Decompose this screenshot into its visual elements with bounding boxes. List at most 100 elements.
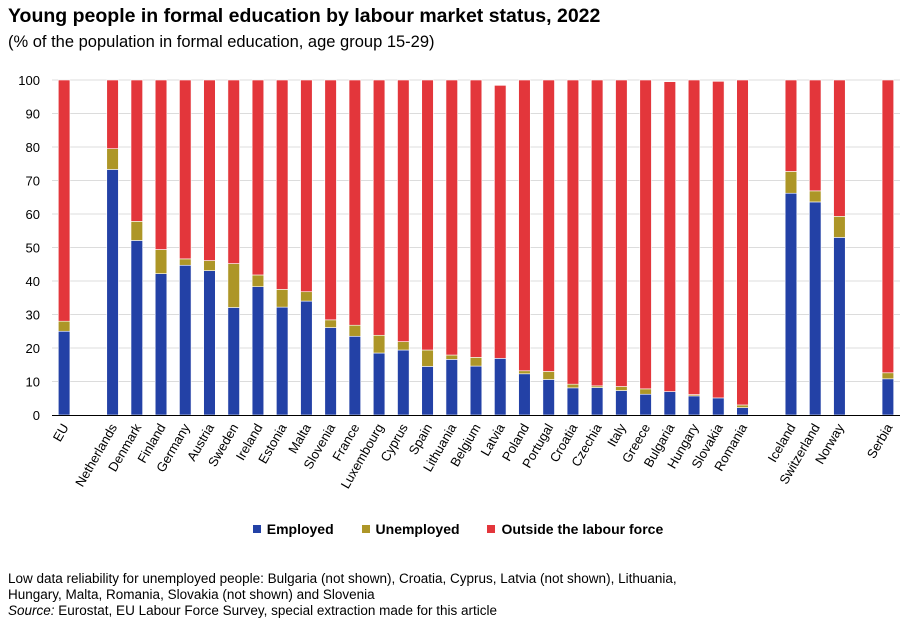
bar-germany-employed [179, 264, 192, 416]
legend-label-employed: Employed [266, 521, 334, 537]
y-tick-label-70: 70 [26, 174, 40, 189]
bar-sweden-outside [227, 79, 240, 264]
y-tick-label-100: 100 [18, 73, 40, 88]
bar-denmark-outside [130, 79, 143, 222]
bar-luxembourg-outside [372, 79, 386, 336]
bar-italy-outside [615, 79, 628, 387]
bar-italy-employed [615, 390, 628, 416]
bar-germany-outside [179, 79, 192, 260]
bar-iceland-employed [784, 192, 798, 416]
bar-cyprus-employed [397, 349, 410, 416]
bar-austria-outside [203, 79, 216, 261]
y-tick-label-30: 30 [26, 308, 40, 323]
legend-item-employed: Employed [252, 521, 334, 537]
bar-latvia-employed [494, 358, 507, 416]
bar-switzerland-outside [809, 79, 822, 192]
reliability-note-line-2: Hungary, Malta, Romania, Slovakia (not s… [8, 587, 375, 602]
bar-france-outside [348, 79, 361, 326]
bar-spain-employed [421, 366, 434, 416]
bar-germany-unemployed [179, 258, 192, 266]
bar-poland-unemployed [518, 370, 531, 375]
bar-estonia-unemployed [276, 289, 289, 308]
bar-malta-outside [300, 79, 313, 293]
bar-norway-unemployed [833, 216, 846, 238]
legend-swatch-employed [252, 525, 261, 533]
bar-ireland-outside [251, 79, 265, 276]
bar-portugal-outside [542, 79, 555, 372]
bar-norway-employed [833, 237, 846, 416]
bar-slovenia-unemployed [324, 319, 337, 328]
reliability-note-line-1: Low data reliability for unemployed peop… [8, 571, 677, 586]
bar-cyprus-outside [397, 79, 410, 342]
bar-malta-employed [300, 300, 313, 416]
bar-finland-employed [154, 273, 168, 416]
bar-serbia-outside [881, 79, 895, 374]
bar-france-employed [348, 335, 361, 416]
bar-switzerland-unemployed [809, 190, 822, 203]
chart-title: Young people in formal education by labo… [8, 5, 601, 27]
bar-sweden-employed [227, 307, 240, 416]
bar-cyprus-unemployed [397, 341, 410, 351]
bar-finland-unemployed [154, 249, 168, 274]
bar-eu-employed [57, 330, 71, 416]
bar-austria-unemployed [203, 260, 216, 271]
bars [57, 79, 895, 416]
bar-latvia-outside [494, 85, 507, 359]
bar-serbia-employed [881, 378, 895, 416]
bar-ireland-employed [251, 286, 265, 416]
y-tick-label-0: 0 [33, 408, 40, 423]
bar-spain-unemployed [421, 349, 434, 367]
bar-sweden-unemployed [227, 263, 240, 308]
legend-swatch-unemployed [361, 525, 370, 533]
bar-portugal-employed [542, 379, 555, 416]
bar-croatia-employed [566, 387, 580, 416]
bar-belgium-employed [469, 365, 483, 416]
x-tick-label-eu: EU [50, 421, 72, 444]
bar-slovakia-employed [712, 397, 725, 416]
bar-czechia-outside [591, 79, 604, 387]
source-label: Source: [8, 603, 55, 618]
bar-austria-employed [203, 270, 216, 416]
y-tick-label-60: 60 [26, 207, 40, 222]
bar-romania-outside [736, 79, 749, 406]
y-axis-tick-labels: 0 10 20 30 40 50 60 70 80 90 100 [18, 73, 40, 423]
bar-eu-unemployed [57, 320, 71, 332]
bar-belgium-outside [469, 79, 483, 358]
legend: Employed Unemployed Outside the labour f… [0, 521, 916, 537]
chart-subtitle: (% of the population in formal education… [8, 33, 435, 51]
bar-denmark-unemployed [130, 221, 143, 241]
y-tick-label-90: 90 [26, 107, 40, 122]
bar-croatia-outside [566, 79, 580, 385]
bar-netherlands-employed [106, 169, 119, 416]
bar-romania-employed [736, 407, 749, 416]
bar-lithuania-employed [445, 359, 458, 416]
y-tick-label-40: 40 [26, 274, 40, 289]
bar-norway-outside [833, 79, 846, 217]
bar-iceland-outside [784, 79, 798, 172]
legend-label-outside: Outside the labour force [501, 521, 664, 537]
bar-slovakia-outside [712, 81, 725, 399]
bar-slovenia-employed [324, 327, 337, 416]
bar-portugal-unemployed [542, 371, 555, 380]
bar-netherlands-unemployed [106, 148, 119, 170]
bar-estonia-outside [276, 79, 289, 290]
bar-malta-unemployed [300, 291, 313, 302]
bar-spain-outside [421, 79, 434, 351]
bar-netherlands-outside [106, 79, 119, 149]
bar-belgium-unemployed [469, 357, 483, 367]
bar-estonia-employed [276, 306, 289, 416]
bar-greece-unemployed [639, 388, 652, 395]
bar-lithuania-outside [445, 79, 458, 356]
legend-label-unemployed: Unemployed [375, 521, 460, 537]
bar-italy-unemployed [615, 386, 628, 391]
bar-france-unemployed [348, 324, 361, 337]
bar-bulgaria-outside [663, 81, 676, 392]
y-tick-label-20: 20 [26, 341, 40, 356]
bar-croatia-unemployed [566, 383, 580, 389]
bar-poland-outside [518, 79, 531, 372]
stacked-bar-chart: 0 10 20 30 40 50 60 70 80 90 100 EU NetherlandsDenm… [18, 73, 900, 491]
y-tick-label-10: 10 [26, 375, 40, 390]
bar-greece-outside [639, 79, 652, 390]
bar-denmark-employed [130, 240, 143, 416]
footnotes: Low data reliability for unemployed peop… [8, 571, 677, 619]
